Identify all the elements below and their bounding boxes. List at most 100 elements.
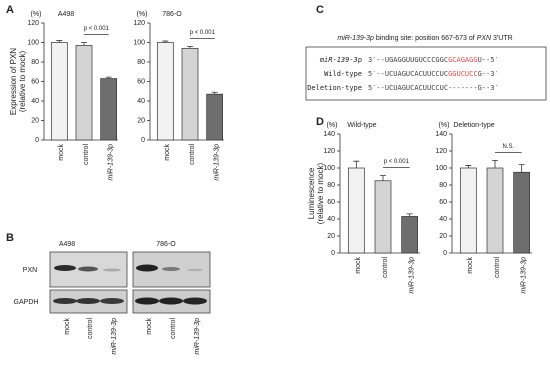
bar	[50, 42, 68, 141]
sequence-part: 5′--UCUAGUCACUUCCUC	[368, 70, 448, 78]
bar	[459, 167, 477, 254]
sequence-part: G--3′	[478, 70, 499, 78]
y-axis-label: (relative to mock)	[18, 50, 27, 112]
y-tick-label: 120	[435, 148, 447, 155]
y-tick-label: 60	[137, 78, 145, 85]
x-tick-label: mock	[164, 144, 171, 161]
x-tick-label: control	[83, 144, 90, 165]
title-part: 3′UTR	[491, 35, 513, 42]
sequence: 3′--UGAGGUUGUCCCGGCGCAGAGGU--5′	[368, 56, 499, 64]
row-label: PXN	[23, 267, 37, 274]
error-bar	[380, 175, 386, 181]
lane-label: control	[87, 318, 94, 339]
sequence-rows: miR-139-3p 3′--UGAGGUUGUCCCGGCGCAGAGGU--5…	[307, 56, 498, 92]
y-axis-label: (relative to mock)	[316, 162, 325, 224]
x-tick-label: control	[494, 257, 501, 278]
unit-label: (%)	[439, 122, 450, 129]
chart-title: A498	[58, 11, 74, 18]
y-tick-label: 140	[323, 131, 335, 138]
error-bar	[187, 46, 193, 49]
sequence-name: Deletion-type	[307, 84, 362, 92]
error-bar	[211, 91, 218, 95]
bar	[401, 216, 419, 254]
sequence-box	[305, 46, 547, 101]
error-bar	[518, 164, 525, 173]
sequence-part: GGUCUCC	[448, 70, 478, 78]
bar	[100, 78, 118, 141]
y-tick-label: 140	[435, 131, 447, 138]
y-tick-label: 120	[133, 20, 145, 27]
y-tick-label: 0	[141, 137, 145, 144]
y-tick-label: 20	[327, 233, 335, 240]
bar	[206, 93, 224, 141]
y-tick-label: 120	[27, 20, 39, 27]
bar	[374, 180, 392, 254]
x-tick-label: miR-139-3p	[409, 257, 416, 294]
x-tick-label: control	[382, 257, 389, 278]
sequence-part: GCAGAGG	[448, 56, 478, 64]
y-axis-label: Expression of PXN	[9, 48, 18, 115]
chart-title: Deletion-type	[453, 122, 494, 129]
y-tick-label: 80	[137, 59, 145, 66]
blot-images	[49, 251, 211, 314]
x-tick-label: control	[189, 144, 196, 165]
panel-label: A	[6, 4, 14, 16]
cell-line: A498	[59, 241, 75, 248]
y-tick-label: 100	[435, 165, 447, 172]
sequence: 5′--UCUAGUCACUUCCUCGGUCUCCG--3′	[368, 70, 499, 78]
error-bar	[353, 160, 360, 168]
lane-label: mock	[146, 318, 153, 335]
significance-label: p < 0.001	[384, 159, 410, 165]
significance-label: p < 0.001	[84, 26, 110, 32]
y-tick-label: 20	[439, 233, 447, 240]
x-tick-label: miR-139-3p	[108, 144, 115, 181]
error-bar	[406, 213, 413, 217]
sequence-title: miR-139-3p binding site: position 667-67…	[337, 35, 512, 42]
y-tick-label: 0	[35, 137, 39, 144]
y-tick-label: 20	[31, 117, 39, 124]
y-tick-label: 60	[439, 199, 447, 206]
y-tick-label: 0	[331, 250, 335, 257]
y-tick-label: 100	[323, 165, 335, 172]
x-tick-label: mock	[355, 257, 362, 274]
sequence-part: U--5′	[478, 56, 499, 64]
row-label: GAPDH	[14, 299, 39, 306]
chart-title: Wild-type	[347, 122, 376, 129]
y-tick-label: 0	[443, 250, 447, 257]
x-tick-label: mock	[58, 144, 65, 161]
error-bar	[162, 40, 169, 43]
sequence-part: 5′--UCUAGUCACUUCCUC-------G--3′	[368, 84, 499, 92]
y-tick-label: 80	[439, 182, 447, 189]
sequence-part: 3′--UGAGGUUGUCCCGGC	[368, 56, 448, 64]
bar	[486, 167, 504, 254]
sequence-name: miR-139-3p	[319, 56, 362, 64]
y-tick-label: 40	[327, 216, 335, 223]
significance-label: p < 0.001	[190, 30, 216, 36]
sequence: 5′--UCUAGUCACUUCCUC-------G--3′	[368, 84, 499, 92]
panel-label: B	[6, 232, 14, 244]
sequence-name: Wild-type	[324, 70, 362, 78]
y-tick-label: 100	[133, 39, 145, 46]
bar	[347, 167, 365, 254]
y-tick-label: 120	[323, 148, 335, 155]
significance-label: N.S.	[502, 144, 514, 150]
title-part: miR-139-3p	[337, 35, 374, 42]
error-bar	[492, 159, 498, 168]
y-tick-label: 60	[327, 199, 335, 206]
y-tick-label: 100	[27, 39, 39, 46]
lane-label: mock	[64, 318, 71, 335]
y-tick-label: 40	[31, 98, 39, 105]
x-tick-label: mock	[467, 257, 474, 274]
bar	[181, 47, 199, 141]
error-bar	[56, 40, 63, 43]
lane-label: miR-139-3p	[194, 318, 201, 355]
lane-label: miR-139-3p	[111, 318, 118, 355]
cell-line: 786-O	[156, 241, 176, 248]
error-bar	[105, 76, 112, 79]
panel-label: D	[316, 116, 324, 128]
x-tick-label: miR-139-3p	[214, 144, 221, 181]
chart-title: 786-O	[162, 11, 182, 18]
title-part: binding site: position 667-673 of	[374, 35, 477, 42]
y-tick-label: 80	[31, 59, 39, 66]
bar	[75, 45, 93, 141]
